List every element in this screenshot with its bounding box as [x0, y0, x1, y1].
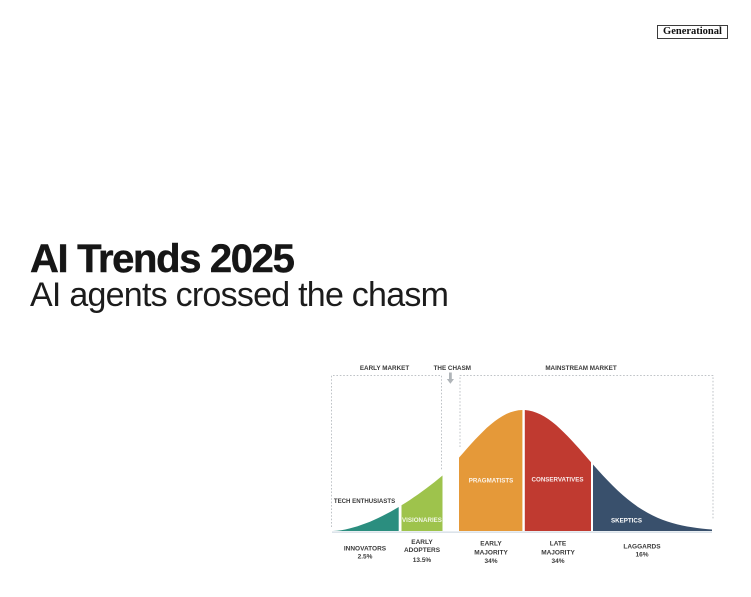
svg-text:TECH ENTHUSIASTS: TECH ENTHUSIASTS: [334, 498, 395, 505]
svg-text:EARLY MARKET: EARLY MARKET: [360, 365, 409, 372]
svg-text:MAJORITY: MAJORITY: [541, 550, 575, 557]
svg-text:VISIONARIES: VISIONARIES: [402, 517, 442, 524]
svg-text:EARLY: EARLY: [411, 539, 433, 546]
svg-text:THE CHASM: THE CHASM: [434, 365, 471, 372]
svg-text:MAINSTREAM MARKET: MAINSTREAM MARKET: [545, 365, 617, 372]
svg-text:34%: 34%: [484, 558, 497, 565]
svg-text:LATE: LATE: [550, 541, 567, 548]
svg-text:16%: 16%: [635, 552, 648, 559]
svg-text:CONSERVATIVES: CONSERVATIVES: [532, 477, 584, 484]
svg-text:LAGGARDS: LAGGARDS: [623, 544, 661, 551]
svg-text:PRAGMATISTS: PRAGMATISTS: [469, 478, 514, 485]
svg-text:EARLY: EARLY: [480, 541, 502, 548]
svg-text:ADOPTERS: ADOPTERS: [404, 547, 441, 554]
svg-text:SKEPTICS: SKEPTICS: [611, 518, 642, 525]
svg-text:INNOVATORS: INNOVATORS: [344, 546, 387, 553]
svg-text:34%: 34%: [551, 558, 564, 565]
svg-text:MAJORITY: MAJORITY: [474, 550, 508, 557]
svg-text:2.5%: 2.5%: [358, 554, 373, 561]
svg-text:13.5%: 13.5%: [413, 557, 432, 564]
